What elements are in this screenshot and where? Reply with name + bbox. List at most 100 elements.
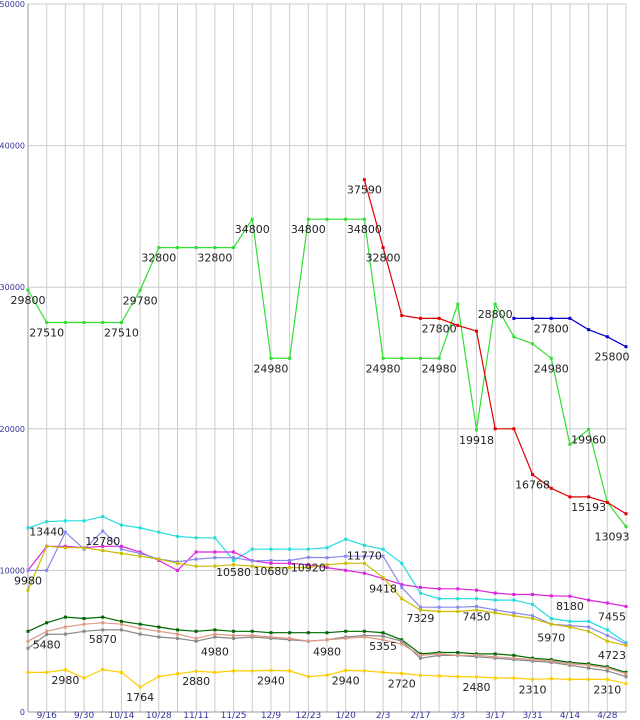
data-point xyxy=(269,356,273,360)
data-point xyxy=(624,682,628,686)
data-point xyxy=(306,631,310,635)
data-point xyxy=(624,672,628,676)
data-point xyxy=(269,547,273,551)
data-point xyxy=(437,674,441,678)
chart-grid xyxy=(27,3,627,713)
data-label: 2480 xyxy=(463,681,491,694)
data-point xyxy=(381,670,385,674)
data-point xyxy=(288,561,292,565)
data-point xyxy=(400,639,404,643)
data-point xyxy=(381,638,385,642)
data-point xyxy=(400,597,404,601)
data-point xyxy=(269,558,273,562)
data-point xyxy=(325,563,329,567)
data-point xyxy=(63,546,67,550)
data-point xyxy=(213,670,217,674)
data-label: 2940 xyxy=(332,674,360,687)
x-tick-label: 11/11 xyxy=(183,711,209,720)
data-label: 24980 xyxy=(422,362,457,375)
data-point xyxy=(269,566,273,570)
data-point xyxy=(232,636,236,640)
data-point xyxy=(176,628,179,632)
data-point xyxy=(624,345,628,349)
data-point xyxy=(568,677,572,681)
data-point xyxy=(437,597,441,601)
data-point xyxy=(437,316,441,320)
data-point xyxy=(381,356,385,360)
data-label: 9418 xyxy=(369,583,397,596)
data-point xyxy=(325,631,329,635)
data-point xyxy=(325,566,329,570)
data-point xyxy=(232,634,236,638)
data-point xyxy=(400,583,404,587)
data-point xyxy=(437,356,441,360)
x-tick-label: 10/14 xyxy=(108,711,134,720)
data-point xyxy=(82,320,86,324)
data-point xyxy=(119,523,123,527)
data-point xyxy=(531,602,535,606)
data-point xyxy=(605,639,609,643)
data-label: 5870 xyxy=(89,633,117,646)
data-point xyxy=(213,632,217,636)
data-label: 4980 xyxy=(313,645,341,658)
data-label: 15193 xyxy=(571,501,606,514)
data-point xyxy=(157,675,161,679)
data-point xyxy=(232,558,236,562)
y-tick-label: 30000 xyxy=(0,283,25,292)
data-point xyxy=(138,626,142,630)
data-point xyxy=(288,636,292,640)
data-point xyxy=(344,554,348,558)
data-point xyxy=(512,676,516,680)
data-label: 5970 xyxy=(537,631,565,644)
data-point xyxy=(418,673,422,677)
data-point xyxy=(325,673,329,677)
data-point xyxy=(325,556,329,560)
data-point xyxy=(82,676,86,680)
data-point xyxy=(456,609,460,613)
data-label: 5355 xyxy=(369,640,397,653)
data-point xyxy=(232,629,236,633)
data-point xyxy=(213,550,217,554)
data-point xyxy=(512,592,516,596)
data-point xyxy=(288,356,292,360)
data-point xyxy=(176,672,179,676)
x-tick-label: 12/23 xyxy=(295,711,321,720)
data-point xyxy=(306,217,310,221)
data-point xyxy=(456,597,460,601)
data-point xyxy=(512,427,516,431)
data-point xyxy=(493,302,497,306)
data-point xyxy=(63,632,67,636)
x-tick-label: 1/20 xyxy=(336,711,356,720)
data-label: 27510 xyxy=(29,326,64,339)
data-label: 13440 xyxy=(29,526,64,539)
data-point xyxy=(325,638,329,642)
x-tick-label: 12/9 xyxy=(261,711,281,720)
data-point xyxy=(250,547,254,551)
data-point xyxy=(549,659,553,663)
data-point xyxy=(493,611,497,615)
data-label: 34800 xyxy=(235,223,270,236)
data-point xyxy=(26,588,30,592)
data-point xyxy=(176,632,179,636)
data-point xyxy=(288,558,292,562)
data-point xyxy=(232,669,236,673)
data-point xyxy=(306,639,310,643)
data-point xyxy=(194,636,198,640)
data-label: 29800 xyxy=(11,294,46,307)
data-point xyxy=(45,670,49,674)
data-point xyxy=(493,427,497,431)
data-point xyxy=(63,625,67,629)
data-point xyxy=(26,568,30,572)
data-point xyxy=(63,668,67,672)
data-point xyxy=(138,554,142,558)
data-point xyxy=(344,561,348,565)
data-point xyxy=(101,621,105,625)
data-label: 27800 xyxy=(534,322,569,335)
data-point xyxy=(587,427,591,431)
data-point xyxy=(194,629,198,633)
data-point xyxy=(418,608,422,612)
data-point xyxy=(119,547,123,551)
data-point xyxy=(138,622,142,626)
data-point xyxy=(381,634,385,638)
x-tick-label: 10/28 xyxy=(146,711,172,720)
